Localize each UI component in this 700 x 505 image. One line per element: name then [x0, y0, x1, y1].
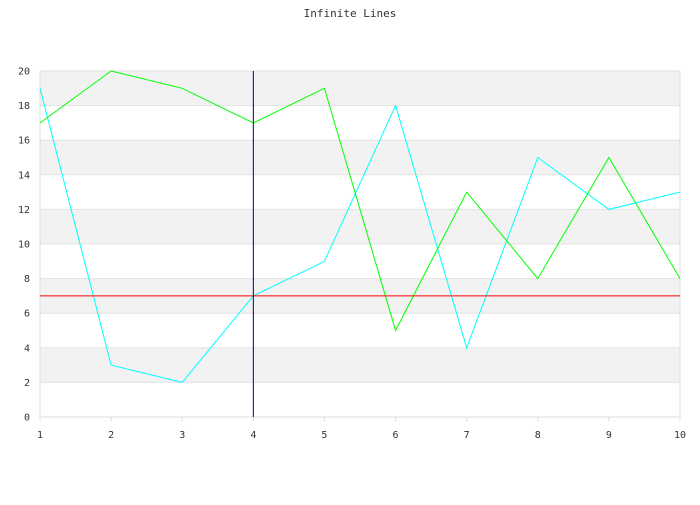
- chart-title: Infinite Lines: [304, 7, 397, 20]
- grid-band: [40, 140, 680, 175]
- series-line-1: [39, 88, 681, 383]
- y-tick-label: 10: [18, 240, 30, 251]
- reference-lines: [40, 71, 680, 417]
- y-tick-label: 16: [18, 136, 30, 147]
- y-axis-ticks: 0 2 4 6 8 10 12 14 16 18 20: [18, 67, 30, 424]
- x-tick-label: 7: [464, 430, 470, 441]
- series-line-2: [39, 70, 681, 332]
- x-axis-ticks: 1 2 3 4 5 6 7 8 9 10: [37, 417, 686, 441]
- grid-band: [40, 71, 680, 106]
- y-tick-label: 12: [18, 205, 30, 216]
- series-layer: [39, 70, 681, 383]
- y-tick-label: 4: [24, 343, 30, 354]
- x-tick-label: 8: [535, 430, 541, 441]
- x-tick-label: 5: [321, 430, 327, 441]
- y-tick-label: 0: [24, 413, 30, 424]
- grid-band: [40, 209, 680, 244]
- grid-band: [40, 347, 680, 383]
- y-tick-label: 2: [24, 378, 30, 389]
- x-tick-label: 2: [108, 430, 114, 441]
- x-tick-label: 10: [674, 430, 686, 441]
- y-tick-label: 6: [24, 309, 30, 320]
- x-tick-label: 4: [250, 430, 256, 441]
- y-tick-label: 20: [18, 67, 30, 78]
- x-tick-label: 9: [606, 430, 612, 441]
- grid-bands: [40, 70, 680, 418]
- x-tick-label: 6: [393, 430, 399, 441]
- y-tick-label: 18: [18, 101, 30, 112]
- x-tick-label: 3: [179, 430, 185, 441]
- y-tick-label: 8: [24, 274, 30, 285]
- x-tick-label: 1: [37, 430, 43, 441]
- plot-frame: [39, 71, 681, 418]
- y-tick-label: 14: [18, 170, 30, 181]
